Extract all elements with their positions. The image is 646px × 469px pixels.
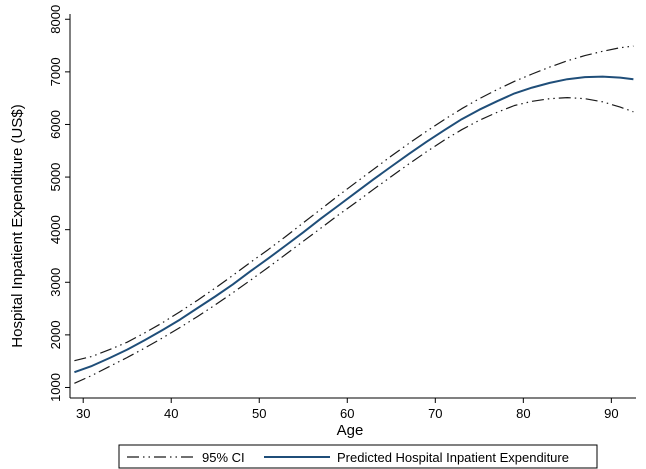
legend-ci-label: 95% CI <box>202 450 245 465</box>
legend: 95% CI Predicted Hospital Inpatient Expe… <box>118 444 598 469</box>
x-tick-label: 70 <box>428 406 442 421</box>
y-tick-label: 1000 <box>48 373 63 402</box>
axes: 30 40 50 60 70 80 90 1000 2000 3000 4000 5000 6000 70… <box>48 5 636 421</box>
y-tick-label: 4000 <box>48 215 63 244</box>
series-line-upper <box>74 45 634 362</box>
y-tick-label: 3000 <box>48 268 63 297</box>
x-tick-label: 40 <box>164 406 178 421</box>
legend-box <box>118 444 598 469</box>
x-tick-label: 80 <box>516 406 530 421</box>
y-tick-label: 2000 <box>48 320 63 349</box>
x-tick-label: 50 <box>252 406 266 421</box>
x-tick-label: 60 <box>340 406 354 421</box>
y-tick-label: 6000 <box>48 110 63 139</box>
x-tick-label: 30 <box>76 406 90 421</box>
series-line-prediction <box>74 75 634 374</box>
series-line-lower <box>74 97 634 384</box>
x-tick-label: 90 <box>604 406 618 421</box>
legend-pred-label: Predicted Hospital Inpatient Expenditure <box>337 450 569 465</box>
y-tick-label: 8000 <box>48 5 63 34</box>
y-tick-label: 5000 <box>48 163 63 192</box>
plot-lines <box>74 45 634 384</box>
y-axis-title: Hospital Inpatient Expenditure (US$) <box>9 104 26 347</box>
y-tick-label: 7000 <box>48 57 63 86</box>
x-axis-title: Age <box>337 422 364 439</box>
